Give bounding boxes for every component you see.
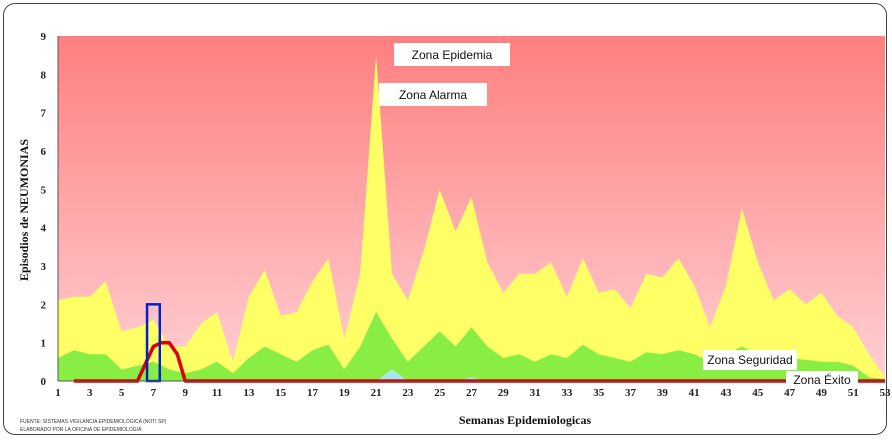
exito-zone-area [58, 369, 885, 381]
zona-alarma-label: Zona Alarma [379, 83, 487, 106]
x-tick-label: 7 [151, 387, 157, 399]
y-tick-label: 0 [41, 376, 47, 388]
x-tick-label: 45 [752, 387, 764, 399]
x-tick-label: 29 [498, 387, 510, 399]
y-tick-label: 5 [41, 184, 47, 196]
x-tick-label: 23 [402, 387, 414, 399]
x-tick-label: 39 [657, 387, 669, 399]
svg-text:Zona Éxito: Zona Éxito [793, 372, 851, 387]
y-axis-title: Episodios de NEUMONIAS [17, 139, 31, 281]
x-tick-label: 9 [182, 387, 188, 399]
x-axis-title: Semanas Epidemiologicas [459, 413, 592, 427]
x-tick-label: 25 [434, 387, 446, 399]
x-tick-label: 17 [307, 387, 319, 399]
y-axis-ticks: 0 1 2 3 4 5 6 7 8 9 [41, 31, 47, 388]
y-tick-label: 7 [41, 108, 47, 120]
y-tick-label: 1 [41, 338, 47, 350]
x-tick-label: 53 [880, 387, 892, 399]
footnote-author: ELABORADO POR LA OFICINA DE EPIDEMIOLOGI… [20, 427, 142, 433]
x-tick-label: 33 [561, 387, 573, 399]
zona-epidemia-label: Zona Epidemia [394, 43, 510, 66]
x-tick-label: 27 [466, 387, 478, 399]
zona-seguridad-label: Zona Seguridad [703, 350, 797, 370]
y-tick-label: 3 [41, 261, 47, 273]
x-tick-label: 31 [530, 387, 541, 399]
x-tick-label: 3 [87, 387, 93, 399]
seguridad-zone-area [58, 312, 885, 381]
y-tick-label: 6 [41, 146, 47, 158]
x-tick-label: 41 [689, 387, 700, 399]
svg-text:Zona Epidemia: Zona Epidemia [412, 48, 493, 62]
axes [57, 36, 885, 382]
x-axis-ticks: 1 3 5 7 9 11 13 15 17 19 21 23 25 27 29 31 33 35 37 39 41 43 4… [55, 387, 891, 399]
zona-exito-label: Zona Éxito [786, 371, 858, 389]
y-tick-label: 9 [41, 31, 47, 43]
x-tick-label: 15 [275, 387, 287, 399]
x-tick-label: 51 [848, 387, 859, 399]
x-tick-label: 1 [55, 387, 61, 399]
alarma-zone-area [58, 55, 885, 381]
svg-text:Zona Seguridad: Zona Seguridad [707, 353, 792, 367]
y-tick-label: 2 [41, 299, 47, 311]
x-tick-label: 5 [119, 387, 125, 399]
x-tick-label: 21 [371, 387, 382, 399]
x-tick-label: 43 [720, 387, 732, 399]
x-tick-label: 19 [339, 387, 351, 399]
y-tick-label: 8 [41, 69, 47, 81]
x-tick-label: 13 [243, 387, 255, 399]
x-tick-label: 37 [625, 387, 637, 399]
footnote-source: FUENTE: SISTEMAS VIGILANCIA EPIDEMIOLOGI… [20, 419, 167, 425]
svg-text:Zona Alarma: Zona Alarma [399, 88, 467, 102]
x-tick-label: 35 [593, 387, 605, 399]
x-tick-label: 49 [816, 387, 828, 399]
y-tick-label: 4 [41, 223, 47, 235]
x-tick-label: 47 [784, 387, 796, 399]
x-tick-label: 11 [212, 387, 222, 399]
